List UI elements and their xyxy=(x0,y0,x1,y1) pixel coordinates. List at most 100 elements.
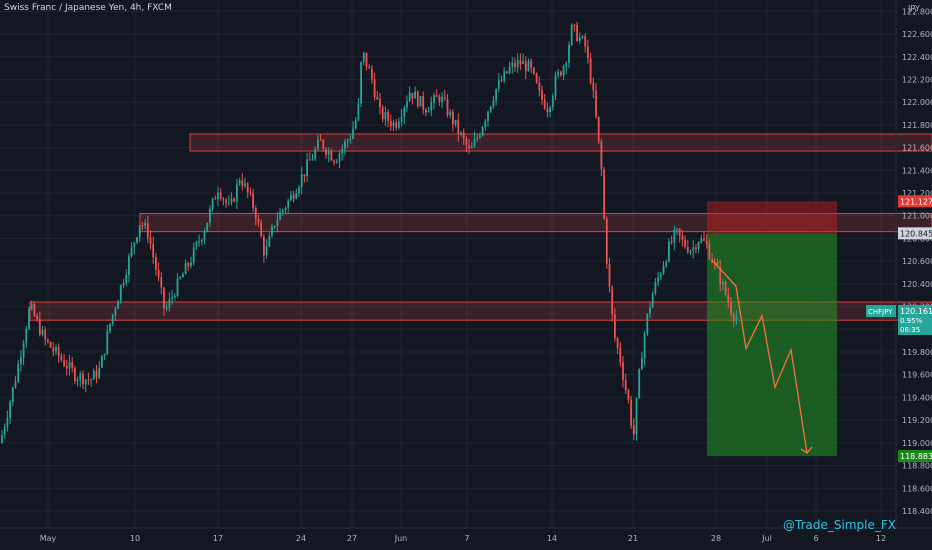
candle-body xyxy=(614,314,616,339)
candle-body xyxy=(241,180,244,186)
candle-body xyxy=(360,62,362,104)
candle-body xyxy=(36,315,38,319)
y-tick-label: 118.800 xyxy=(902,462,932,471)
candle-body xyxy=(487,111,489,122)
candle-body xyxy=(6,417,9,427)
candle-body xyxy=(47,339,49,342)
candle-body xyxy=(214,198,217,200)
candle-body xyxy=(254,207,257,219)
candle-body xyxy=(695,247,697,250)
y-tick-label: 120.400 xyxy=(902,280,932,289)
candle-body xyxy=(117,300,119,309)
candle-body xyxy=(195,242,198,248)
y-tick-label: 121.600 xyxy=(902,144,932,153)
candle-body xyxy=(724,282,727,295)
time-axis[interactable]: May 10 17 24 27 Jun 7 14 21 28 Jul 6 12 xyxy=(0,527,932,543)
y-tick-label: 119.400 xyxy=(902,393,932,402)
candle-body xyxy=(562,66,565,76)
candle-body xyxy=(649,307,651,314)
candle-body xyxy=(155,256,157,270)
candle-body xyxy=(95,370,98,378)
candle-body xyxy=(268,235,271,247)
x-tick-label: 12 xyxy=(876,534,886,543)
y-tick-label: 122.800 xyxy=(902,7,932,16)
x-tick-label: 27 xyxy=(347,534,357,543)
candle-body xyxy=(3,426,6,435)
candle-body xyxy=(322,140,325,150)
x-tick-label: 28 xyxy=(711,534,721,543)
candle-body xyxy=(495,89,497,101)
candle-body xyxy=(641,358,643,370)
candle-body xyxy=(616,338,619,348)
candle-body xyxy=(416,91,419,107)
candle-body xyxy=(30,303,33,310)
entry-price-tag: 120.845 xyxy=(900,229,932,238)
projection-arrowhead-icon xyxy=(800,446,813,454)
candle-body xyxy=(635,397,638,435)
candle-body xyxy=(619,347,622,363)
candle-body xyxy=(419,95,422,107)
candle-body xyxy=(295,193,298,199)
candle-body xyxy=(657,277,659,282)
projection-layer xyxy=(712,260,813,454)
candle-body xyxy=(338,153,341,162)
candle-layer xyxy=(1,21,738,444)
candle-body xyxy=(722,282,724,285)
candle-body xyxy=(365,52,368,67)
candle-body xyxy=(163,287,165,309)
projection-path xyxy=(712,260,808,454)
candle-body xyxy=(692,247,695,251)
candle-body xyxy=(452,111,454,125)
candle-body xyxy=(589,58,592,83)
y-tick-label: 119.800 xyxy=(902,348,932,357)
y-tick-label: 120.600 xyxy=(902,257,932,266)
candle-body xyxy=(55,346,57,352)
price-axis[interactable]: 118.400 118.600 118.800 119.000 119.200 119.4… xyxy=(895,0,932,528)
current-price-tag-bg xyxy=(898,305,932,336)
candle-body xyxy=(171,296,173,299)
candle-body xyxy=(730,302,732,315)
x-tick-label: 10 xyxy=(130,534,140,543)
y-tick-label: 121.800 xyxy=(902,121,932,130)
candle-body xyxy=(257,218,260,223)
candle-body xyxy=(160,277,163,288)
candle-body xyxy=(206,222,209,232)
x-tick-label: May xyxy=(40,534,57,543)
candle-body xyxy=(60,356,63,360)
candle-body xyxy=(408,92,411,102)
candle-body xyxy=(727,294,730,303)
candle-body xyxy=(673,229,676,243)
y-tick-label: 119.200 xyxy=(902,416,932,425)
position-tool[interactable] xyxy=(707,201,837,457)
price-change-tag: 0.95% xyxy=(900,317,923,325)
candle-body xyxy=(98,367,101,378)
candle-body xyxy=(373,79,376,98)
candle-body xyxy=(279,212,281,220)
candle-body xyxy=(63,359,65,366)
candle-body xyxy=(508,66,511,74)
candle-body xyxy=(152,244,155,257)
candle-body xyxy=(684,239,686,247)
candle-body xyxy=(492,100,495,107)
candle-body xyxy=(600,141,603,170)
candle-body xyxy=(441,96,443,103)
y-tick-label: 122.400 xyxy=(902,53,932,62)
candle-body xyxy=(395,122,398,128)
candle-body xyxy=(111,314,114,324)
candle-body xyxy=(260,222,263,237)
candle-body xyxy=(700,238,703,243)
price-tags: 121.127 120.845 118.883 CHFJPY 120.1610.95%0… xyxy=(866,195,932,463)
candle-body xyxy=(371,68,373,80)
candle-body xyxy=(638,369,641,398)
candle-body xyxy=(376,97,379,100)
stop-price-tag: 121.127 xyxy=(900,197,932,206)
candle-body xyxy=(49,341,52,348)
candle-body xyxy=(735,316,738,321)
candle-body xyxy=(92,370,95,380)
candle-body xyxy=(233,198,236,202)
candle-body xyxy=(184,263,187,275)
candle-body xyxy=(198,241,200,243)
candle-body xyxy=(290,194,292,201)
candle-body xyxy=(627,390,630,400)
